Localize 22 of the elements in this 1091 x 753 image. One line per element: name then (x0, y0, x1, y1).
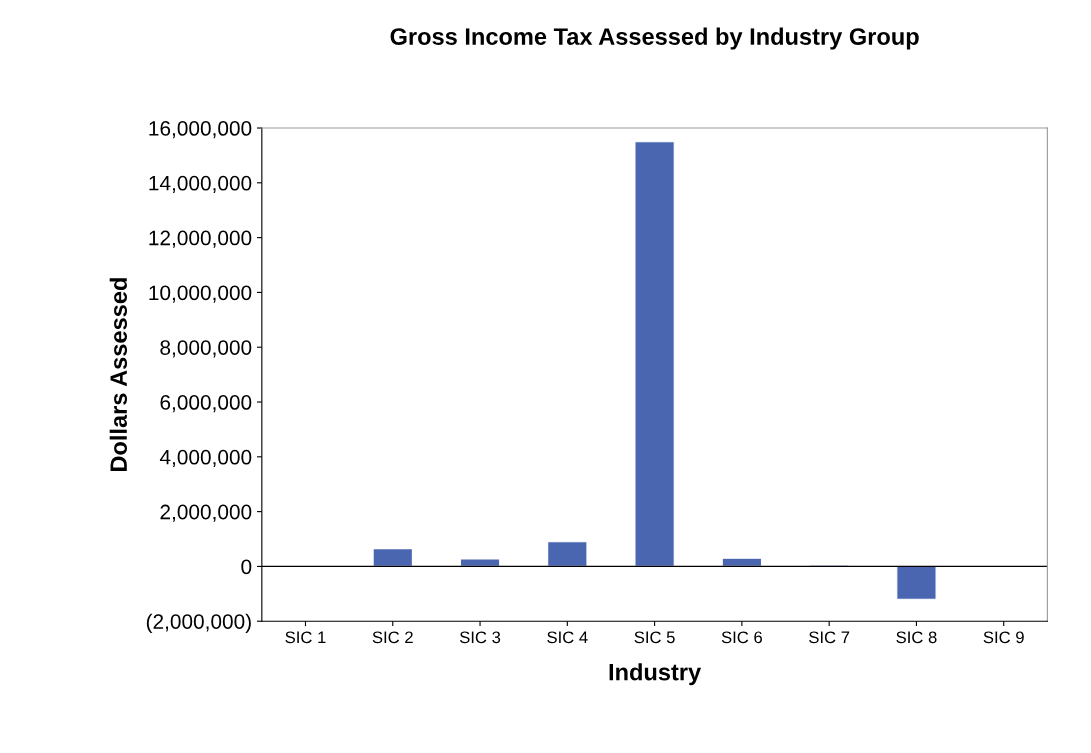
y-tick-label: 14,000,000 (149, 175, 252, 194)
y-tick-label: 2,000,000 (160, 504, 252, 522)
y-tick-label: 6,000,000 (160, 395, 252, 413)
x-tick-label: SIC 5 (634, 631, 675, 644)
x-axis-title: Industry (609, 663, 702, 686)
x-tick-label: SIC 1 (285, 631, 326, 644)
x-tick-label: SIC 9 (983, 631, 1024, 644)
y-axis-title: Dollars Assessed (109, 278, 128, 472)
y-tick-label: 8,000,000 (160, 340, 252, 358)
x-tick-label: SIC 6 (721, 631, 762, 644)
y-tick-label: 0 (241, 559, 252, 575)
x-tick-label: SIC 2 (372, 631, 413, 644)
y-tick-label: 10,000,000 (149, 285, 252, 303)
y-tick-label: 4,000,000 (159, 449, 252, 468)
x-tick-label: SIC 3 (459, 631, 501, 644)
x-tick-label: SIC 7 (809, 631, 850, 644)
x-tick-label: SIC 8 (896, 631, 937, 644)
y-tick-label: 16,000,000 (149, 121, 252, 139)
chart-title: Gross Income Tax Assessed by Industry Group (390, 27, 919, 50)
y-tick-label: 12,000,000 (149, 230, 252, 248)
x-tick-label: SIC 4 (547, 631, 588, 644)
y-tick-label: (2,000,000) (146, 613, 251, 634)
